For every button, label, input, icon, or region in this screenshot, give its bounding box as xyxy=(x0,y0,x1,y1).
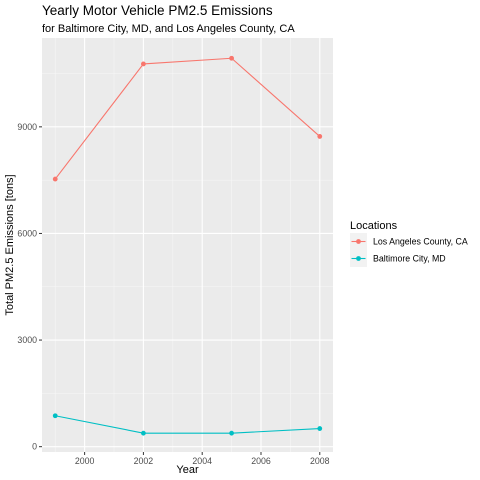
y-tick-label: 9000 xyxy=(17,122,37,132)
data-point xyxy=(229,430,234,436)
data-point xyxy=(141,61,146,67)
x-tick-label: 2008 xyxy=(310,456,330,466)
x-tick-label: 2000 xyxy=(75,456,95,466)
chart-title: Yearly Motor Vehicle PM2.5 Emissions xyxy=(42,3,273,18)
data-point xyxy=(317,134,323,139)
series-line xyxy=(54,57,321,180)
legend-key-point xyxy=(356,239,361,244)
data-point xyxy=(317,426,323,431)
y-tick-label: 3000 xyxy=(17,335,37,345)
series-0 xyxy=(52,55,323,182)
y-axis-title: Total PM2.5 Emissions [tons] xyxy=(4,174,16,315)
legend-item: Baltimore City, MD xyxy=(350,250,446,267)
y-tick-label: 0 xyxy=(32,442,37,452)
legend-items: Los Angeles County, CA Baltimore City, MD xyxy=(350,233,468,267)
data-point xyxy=(141,430,146,436)
x-axis-title: Year xyxy=(176,464,199,476)
legend-key-point xyxy=(356,256,361,261)
y-axis: 0 3000 6000 9000 xyxy=(17,122,42,452)
y-tick-label: 6000 xyxy=(17,228,37,238)
legend: Locations Los Angeles County, CA Baltimor… xyxy=(350,220,468,267)
data-point xyxy=(229,55,234,61)
grid-lines xyxy=(42,38,333,452)
series-layer xyxy=(52,55,323,436)
x-axis: 2000 2002 2004 2006 2008 xyxy=(75,452,330,466)
series-line xyxy=(55,415,320,434)
legend-item: Los Angeles County, CA xyxy=(350,233,468,250)
x-tick-label: 2004 xyxy=(192,456,212,466)
x-tick-label: 2002 xyxy=(134,456,154,466)
data-point xyxy=(52,176,58,182)
legend-title: Locations xyxy=(350,220,398,232)
plot-panel xyxy=(42,38,333,452)
legend-label: Los Angeles County, CA xyxy=(373,237,468,247)
series-1 xyxy=(52,413,323,436)
x-tick-label: 2006 xyxy=(251,456,271,466)
legend-label: Baltimore City, MD xyxy=(373,254,446,264)
data-point xyxy=(52,413,58,419)
chart-subtitle: for Baltimore City, MD, and Los Angeles … xyxy=(42,23,295,35)
